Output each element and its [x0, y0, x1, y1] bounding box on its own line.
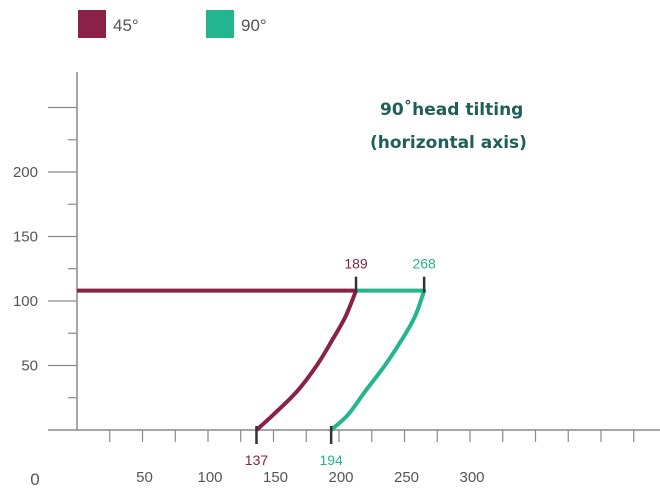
legend-label-45: 45° — [113, 16, 139, 35]
x-tick-label: 200 — [328, 469, 353, 486]
marker-label: 189 — [344, 256, 368, 272]
marker-layer: 189 137 268 194 — [245, 256, 436, 468]
y-tick-label: 200 — [13, 164, 38, 181]
x-tick-labels: 50 100 150 200 250 300 — [136, 469, 484, 486]
marker-label: 137 — [245, 452, 269, 468]
series-line-90 — [329, 288, 427, 432]
series-layer — [77, 288, 427, 432]
marker-label: 194 — [319, 452, 343, 468]
marker-label: 268 — [412, 256, 436, 272]
x-tick-label: 150 — [263, 469, 288, 486]
origin-label: 0 — [30, 470, 39, 489]
y-tick-label: 50 — [21, 358, 38, 375]
x-tick-label: 250 — [394, 469, 419, 486]
legend-swatch-45 — [78, 10, 106, 38]
x-tick-label: 50 — [136, 469, 153, 486]
y-tick-labels: 50 100 150 200 — [13, 164, 38, 375]
y-tick-label: 150 — [13, 229, 38, 246]
x-tick-label: 300 — [459, 469, 484, 486]
legend-swatch-90 — [206, 10, 234, 38]
x-ticks — [109, 430, 635, 442]
x-tick-label: 100 — [197, 469, 222, 486]
legend: 45° 90° — [78, 10, 267, 38]
chart-title-line-2: (horizontal axis) — [370, 133, 527, 153]
axes: 50 100 150 200 50 100 150 200 250 300 0 — [13, 72, 660, 489]
y-tick-label: 100 — [13, 293, 38, 310]
chart-title: 90˚head tilting (horizontal axis) — [370, 98, 527, 153]
chart-title-line-1: 90˚head tilting — [380, 98, 523, 120]
y-ticks — [48, 106, 77, 399]
legend-label-90: 90° — [241, 16, 267, 35]
series-line-45 — [77, 288, 359, 432]
